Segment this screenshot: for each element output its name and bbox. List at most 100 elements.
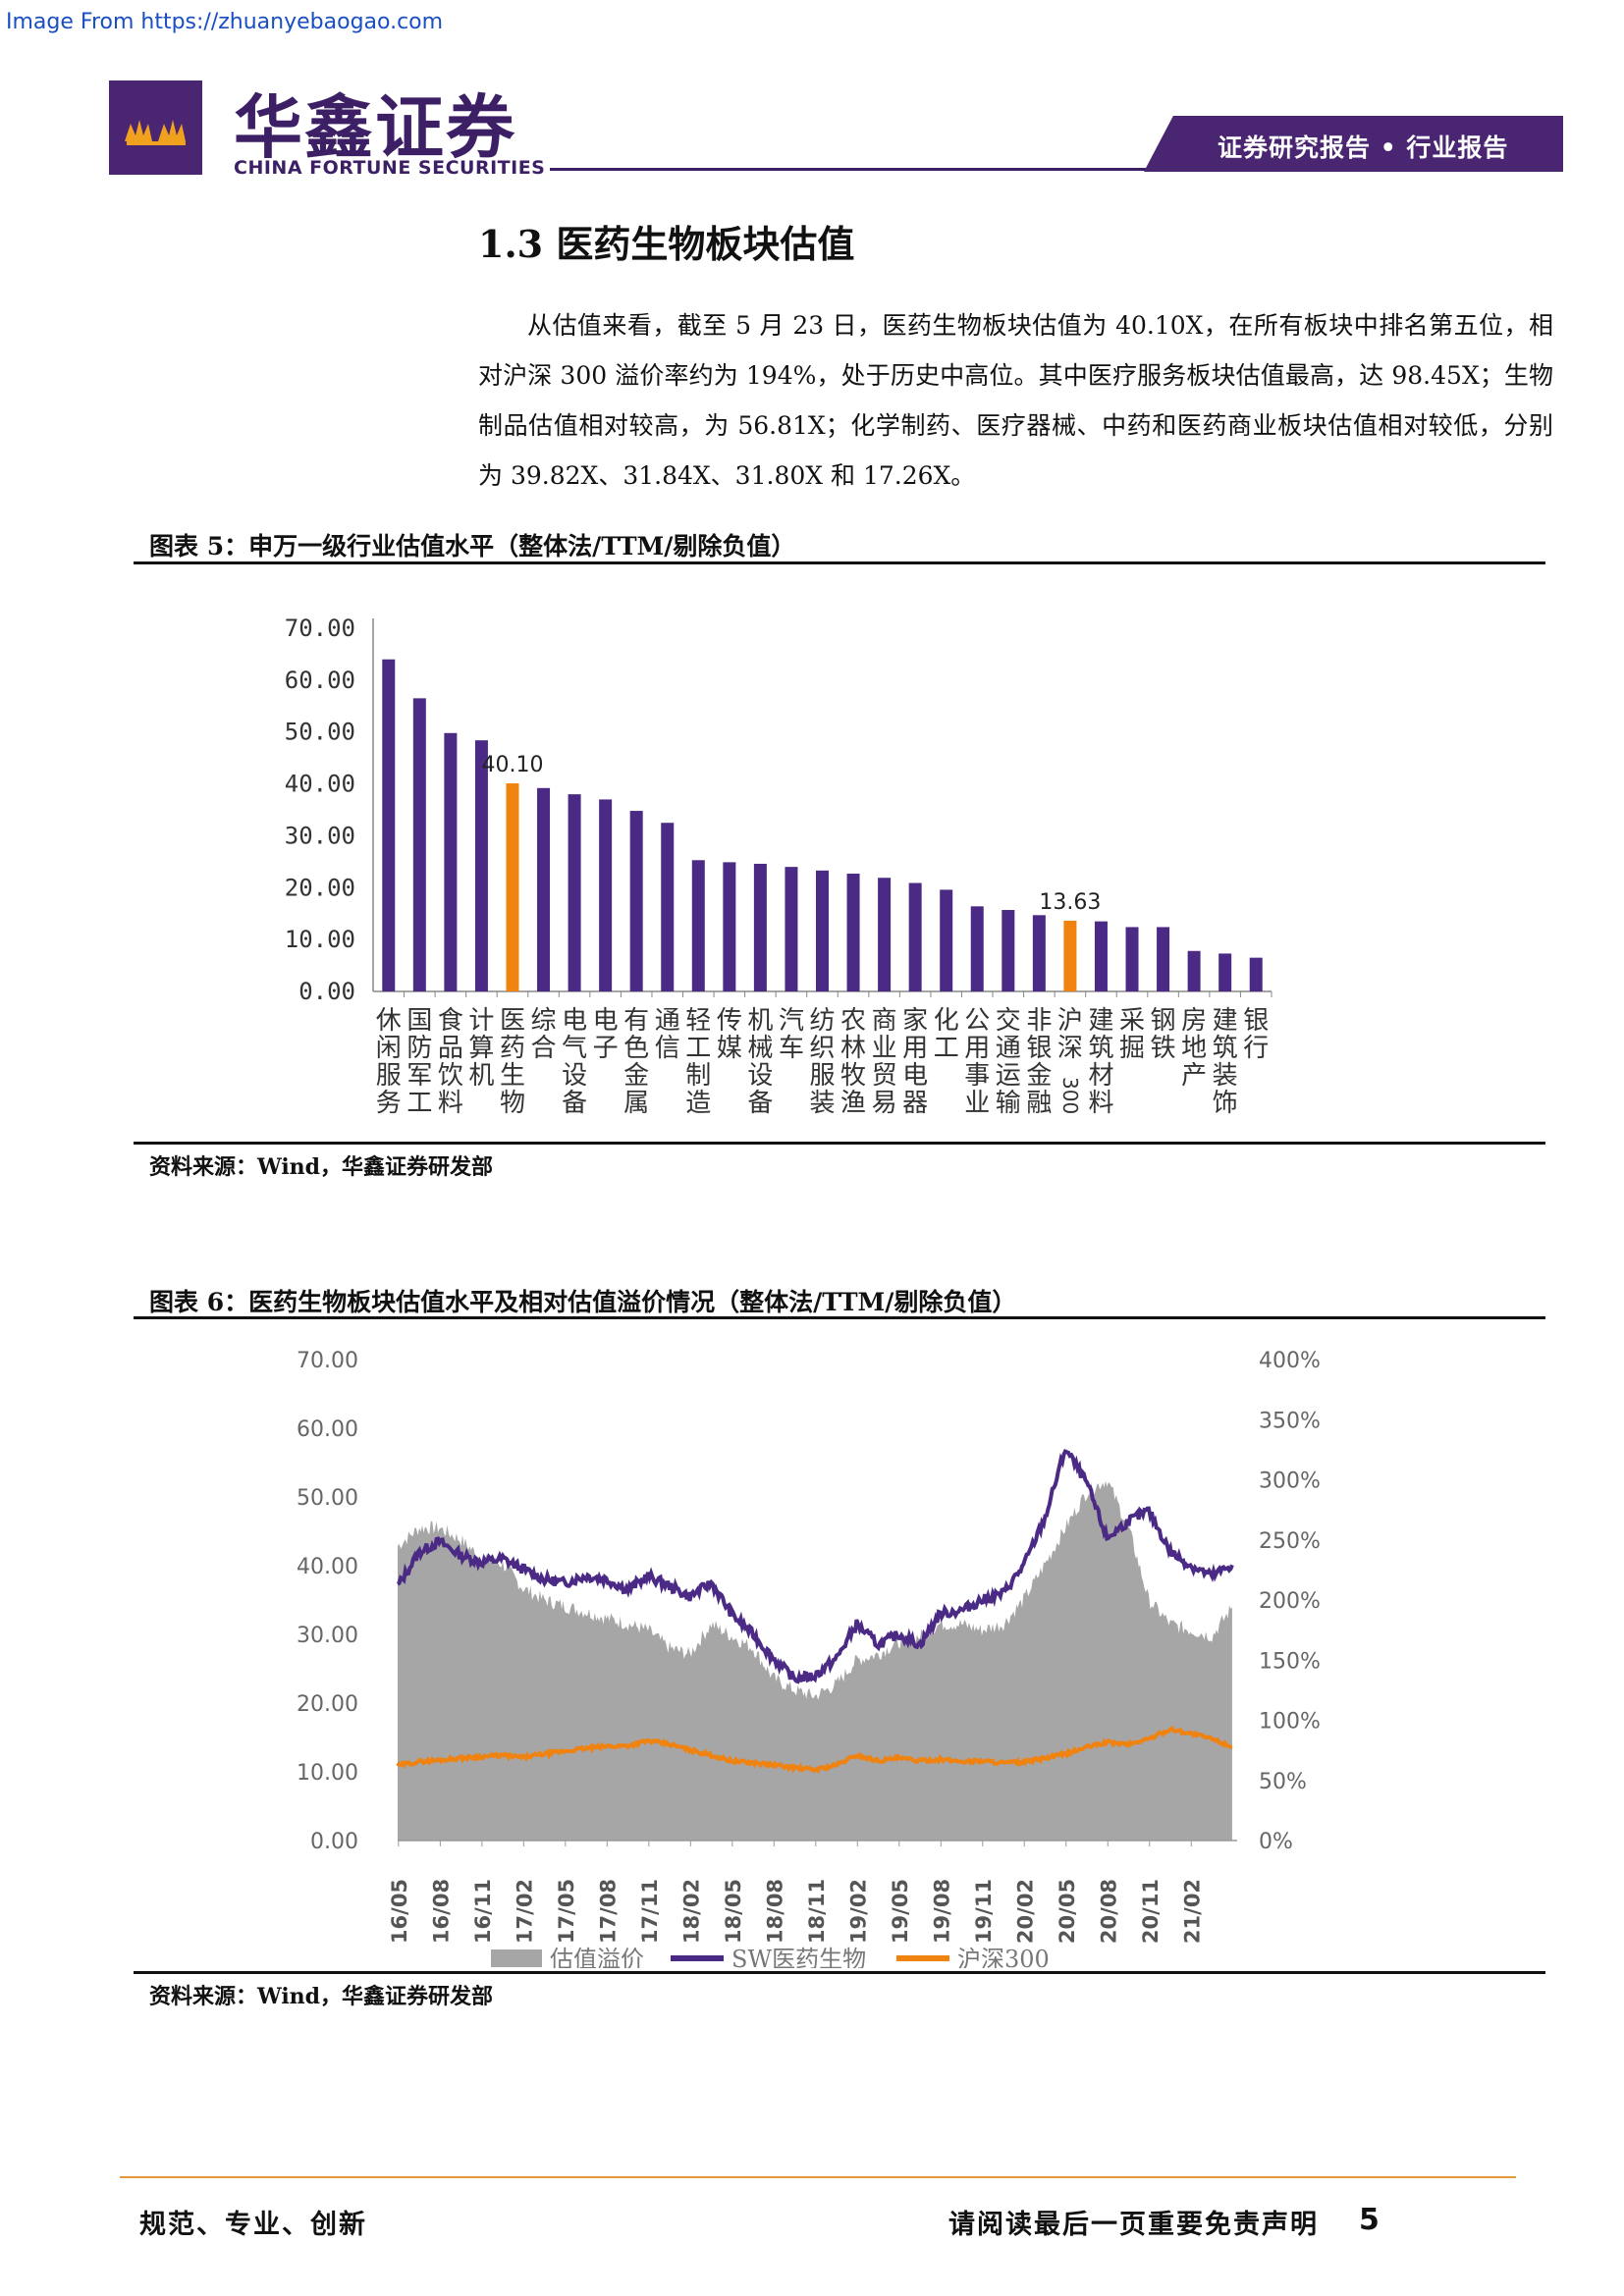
x-tick-label: 16/08 (429, 1879, 453, 1944)
bar (1187, 950, 1201, 991)
x-tick-label: 医药生物 (500, 1006, 525, 1118)
report-type-label: 证券研究报告 • 行业报告 (1218, 133, 1509, 162)
x-tick-label: 有色金属 (623, 1006, 649, 1118)
x-tick-label: 16/05 (388, 1879, 411, 1944)
x-tick-label: 休闲服务 (376, 1006, 402, 1118)
legend-label: 估值溢价 (550, 1946, 644, 1968)
bar (1063, 920, 1077, 991)
x-tick-label: 综合 (531, 1006, 557, 1063)
left-axis-tick-label: 10.00 (297, 1761, 358, 1786)
right-axis-tick-label: 350% (1259, 1409, 1321, 1433)
figure6-top-rule (134, 1316, 1545, 1319)
x-tick-label: 家用电器 (902, 1006, 928, 1118)
legend-label: 沪深300 (957, 1946, 1050, 1968)
y-tick-label: 60.00 (285, 667, 355, 694)
x-tick-label: 18/08 (763, 1879, 786, 1944)
bar (940, 889, 953, 991)
x-tick-label: 化工 (934, 1006, 959, 1063)
x-tick-label: 银行 (1243, 1006, 1269, 1063)
premium-area (398, 1480, 1232, 1841)
figure5-source: 资料来源：Wind，华鑫证券研发部 (149, 1154, 494, 1180)
header-divider (550, 168, 1155, 171)
bar (1001, 910, 1015, 991)
x-tick-label: 计算机 (468, 1006, 494, 1091)
x-tick-label: 钢铁 (1151, 1006, 1176, 1063)
legend-label: SW医药生物 (731, 1946, 866, 1968)
x-tick-label: 21/02 (1180, 1879, 1204, 1944)
left-axis-tick-label: 40.00 (297, 1555, 358, 1579)
x-tick-label: 机械设备 (747, 1006, 773, 1118)
bar (444, 732, 458, 991)
source-url[interactable]: Image From https://zhuanyebaogao.com (6, 10, 444, 34)
x-tick-label: 纺织服装 (809, 1006, 835, 1118)
figure6-source: 资料来源：Wind，华鑫证券研发部 (149, 1984, 494, 2009)
data-label: 40.10 (481, 753, 543, 777)
y-tick-label: 70.00 (285, 614, 355, 642)
bar (785, 867, 798, 991)
bar (1032, 915, 1046, 991)
figure5-bottom-rule (134, 1142, 1545, 1145)
page-number: 5 (1359, 2203, 1380, 2237)
x-tick-label: 电气设备 (562, 1006, 587, 1118)
bar (537, 787, 551, 991)
bar (474, 740, 488, 991)
left-axis-tick-label: 30.00 (297, 1624, 358, 1648)
x-tick-label: 商业贸易 (872, 1006, 897, 1118)
data-label: 13.63 (1039, 890, 1101, 915)
x-tick-label: 电子 (593, 1006, 619, 1063)
bar (382, 659, 396, 991)
y-tick-label: 40.00 (285, 771, 355, 798)
x-tick-label: 19/02 (846, 1879, 870, 1944)
industry-valuation-bar-chart: 0.00 10.00 20.00 30.00 40.00 50.00 60.00 70.00 休… (285, 614, 1272, 1118)
x-tick-label: 17/11 (638, 1879, 662, 1944)
x-tick-label: 19/08 (930, 1879, 953, 1944)
y-tick-label: 20.00 (285, 874, 355, 901)
left-axis-tick-label: 20.00 (297, 1692, 358, 1717)
x-tick-label: 食品饮料 (438, 1006, 463, 1118)
bar (691, 860, 705, 991)
bar (1125, 927, 1139, 991)
bar (816, 870, 829, 991)
right-axis-tick-label: 400% (1259, 1349, 1321, 1373)
x-tick-label: 房地产 (1181, 1006, 1207, 1091)
company-name-en: CHINA FORTUNE SECURITIES (234, 157, 546, 179)
x-tick-label: 20/05 (1056, 1879, 1079, 1944)
bar (846, 874, 860, 991)
left-axis-tick-label: 70.00 (297, 1349, 358, 1373)
x-tick-label: 农林牧渔 (840, 1006, 866, 1118)
x-tick-label: 汽车 (779, 1006, 804, 1063)
left-axis-tick-label: 0.00 (310, 1830, 358, 1854)
x-tick-label: 交通运输 (996, 1006, 1021, 1118)
x-tick-label: 18/11 (805, 1879, 829, 1944)
right-axis-tick-label: 100% (1259, 1710, 1321, 1735)
bar (908, 882, 922, 991)
company-logo-mark (109, 80, 202, 175)
footer-disclaimer-note: 请阅读最后一页重要免责声明 (948, 2210, 1319, 2240)
section-paragraph: 从估值来看，截至 5 月 23 日，医药生物板块估值为 40.10X，在所有板块… (478, 311, 1553, 490)
x-tick-label: 19/05 (889, 1879, 912, 1944)
right-axis-tick-label: 300% (1259, 1469, 1321, 1494)
x-tick-label: 传媒 (717, 1006, 742, 1063)
x-tick-label: 18/02 (679, 1879, 703, 1944)
bar (1249, 957, 1263, 991)
figure6-title: 图表 6：医药生物板块估值水平及相对估值溢价情况（整体法/TTM/剔除负值） (149, 1288, 1017, 1316)
x-tick-label: 19/11 (972, 1879, 996, 1944)
bar (878, 878, 892, 991)
figure6-bottom-rule (134, 1971, 1545, 1974)
x-tick-label: 轻工制造 (685, 1006, 711, 1118)
bar (661, 823, 675, 991)
y-tick-label: 30.00 (285, 822, 355, 849)
pharma-pe-line (396, 1449, 1234, 1684)
x-tick-label: 16/11 (471, 1879, 495, 1944)
company-name-cn: 华鑫证券 (234, 87, 516, 168)
bar (599, 799, 613, 991)
flame-logo-icon (125, 120, 186, 145)
footer-motto: 规范、专业、创新 (139, 2210, 367, 2240)
bar (970, 906, 984, 991)
left-axis-tick-label: 60.00 (297, 1417, 358, 1442)
legend-swatch (491, 1949, 542, 1967)
right-axis-tick-label: 200% (1259, 1589, 1321, 1614)
right-axis-tick-label: 50% (1259, 1770, 1307, 1794)
hs300-pe-line (396, 1726, 1233, 1774)
x-tick-label: 18/05 (722, 1879, 745, 1944)
